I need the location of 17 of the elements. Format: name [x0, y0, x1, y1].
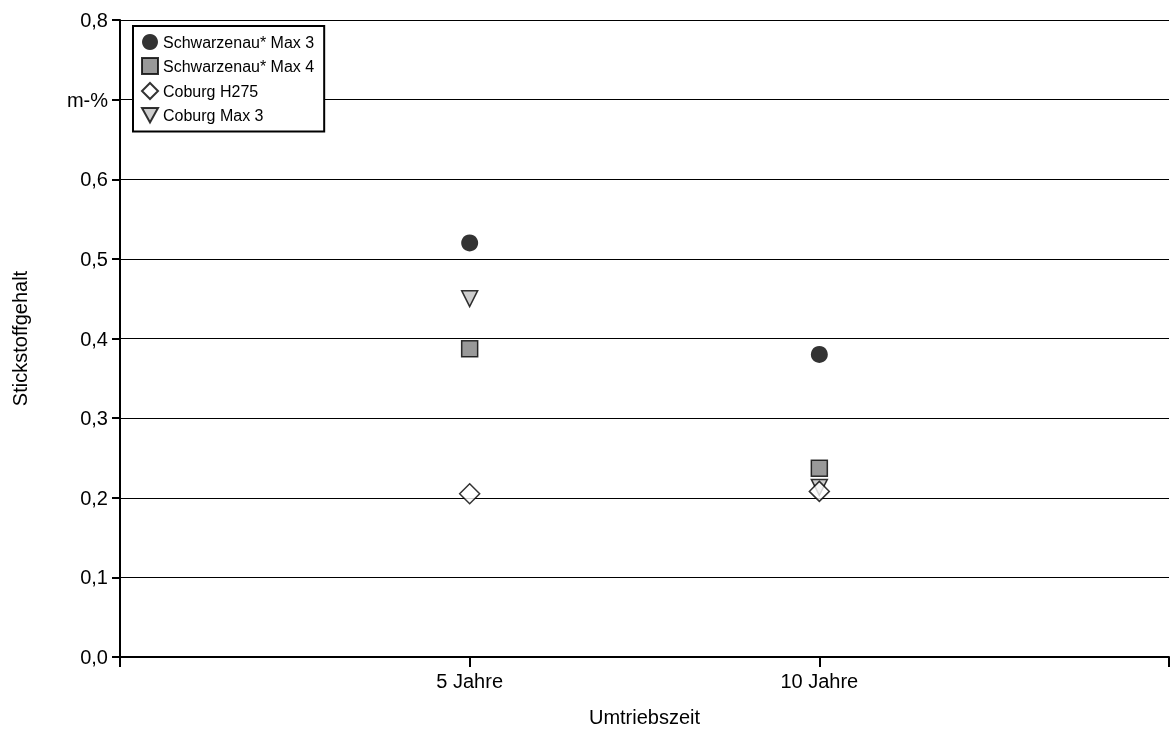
x-axis-title: Umtriebszeit: [588, 706, 701, 728]
y-tick-label: 0,6: [80, 168, 108, 191]
y-tick-label: 0,4: [80, 327, 108, 350]
legend-label: Coburg H275: [163, 82, 259, 100]
legend-label: Schwarzenau* Max 4: [163, 57, 315, 75]
y-tick-label: 0,2: [80, 486, 108, 509]
x-tick-label: 5 Jahre: [436, 670, 504, 692]
y-tick-label: 0,1: [80, 566, 108, 589]
y-axis-title: Stickstoffgehalt: [9, 270, 31, 407]
y-tick-label: 0,5: [80, 247, 108, 270]
y-tick-label: m-%: [66, 88, 109, 111]
y-tick-label: 0,8: [80, 9, 108, 31]
y-tick-label: 0,0: [80, 646, 108, 668]
legend-label: Coburg Max 3: [163, 106, 264, 124]
legend-label: Schwarzenau* Max 3: [163, 33, 315, 51]
y-tick-label: 0,3: [80, 407, 108, 430]
x-tick-label: 10 Jahre: [780, 670, 859, 692]
